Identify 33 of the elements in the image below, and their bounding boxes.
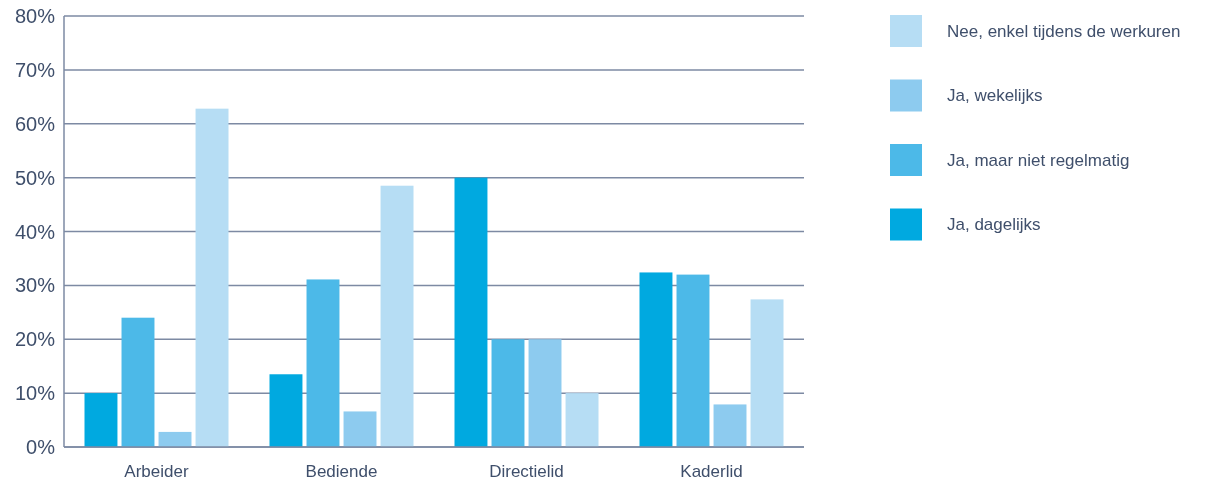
x-tick-label: Arbeider bbox=[124, 461, 189, 481]
legend-label: Nee, enkel tijdens de werkuren bbox=[947, 21, 1181, 41]
bar bbox=[158, 431, 192, 447]
bar bbox=[269, 374, 303, 447]
bar bbox=[195, 108, 229, 447]
x-tick-label: Directielid bbox=[489, 461, 564, 481]
bar bbox=[491, 339, 525, 447]
bar bbox=[380, 185, 414, 447]
legend-label: Ja, dagelijks bbox=[947, 215, 1041, 235]
bar bbox=[528, 339, 562, 447]
y-tick-label: 30% bbox=[14, 274, 56, 297]
bar bbox=[306, 279, 340, 447]
y-tick-label: 10% bbox=[14, 382, 56, 405]
bar bbox=[565, 393, 599, 447]
y-tick-label: 70% bbox=[14, 58, 56, 81]
y-tick-label: 0% bbox=[26, 436, 56, 458]
bar bbox=[750, 299, 784, 447]
x-tick-label: Kaderlid bbox=[680, 461, 743, 481]
bar bbox=[639, 272, 673, 447]
bar bbox=[713, 404, 747, 447]
y-tick-label: 80% bbox=[14, 5, 56, 27]
bar bbox=[84, 393, 118, 447]
legend-label: Ja, maar niet regelmatig bbox=[947, 150, 1130, 170]
y-tick-label: 40% bbox=[14, 220, 56, 243]
bar bbox=[121, 317, 155, 447]
x-tick-label: Bediende bbox=[305, 461, 378, 481]
y-tick-label: 50% bbox=[14, 166, 56, 189]
y-tick-label: 60% bbox=[14, 112, 56, 135]
bar bbox=[676, 274, 710, 447]
legend-label: Ja, wekelijks bbox=[947, 86, 1043, 106]
bar bbox=[343, 411, 377, 447]
y-tick-label: 20% bbox=[14, 328, 56, 351]
bar bbox=[454, 177, 488, 447]
